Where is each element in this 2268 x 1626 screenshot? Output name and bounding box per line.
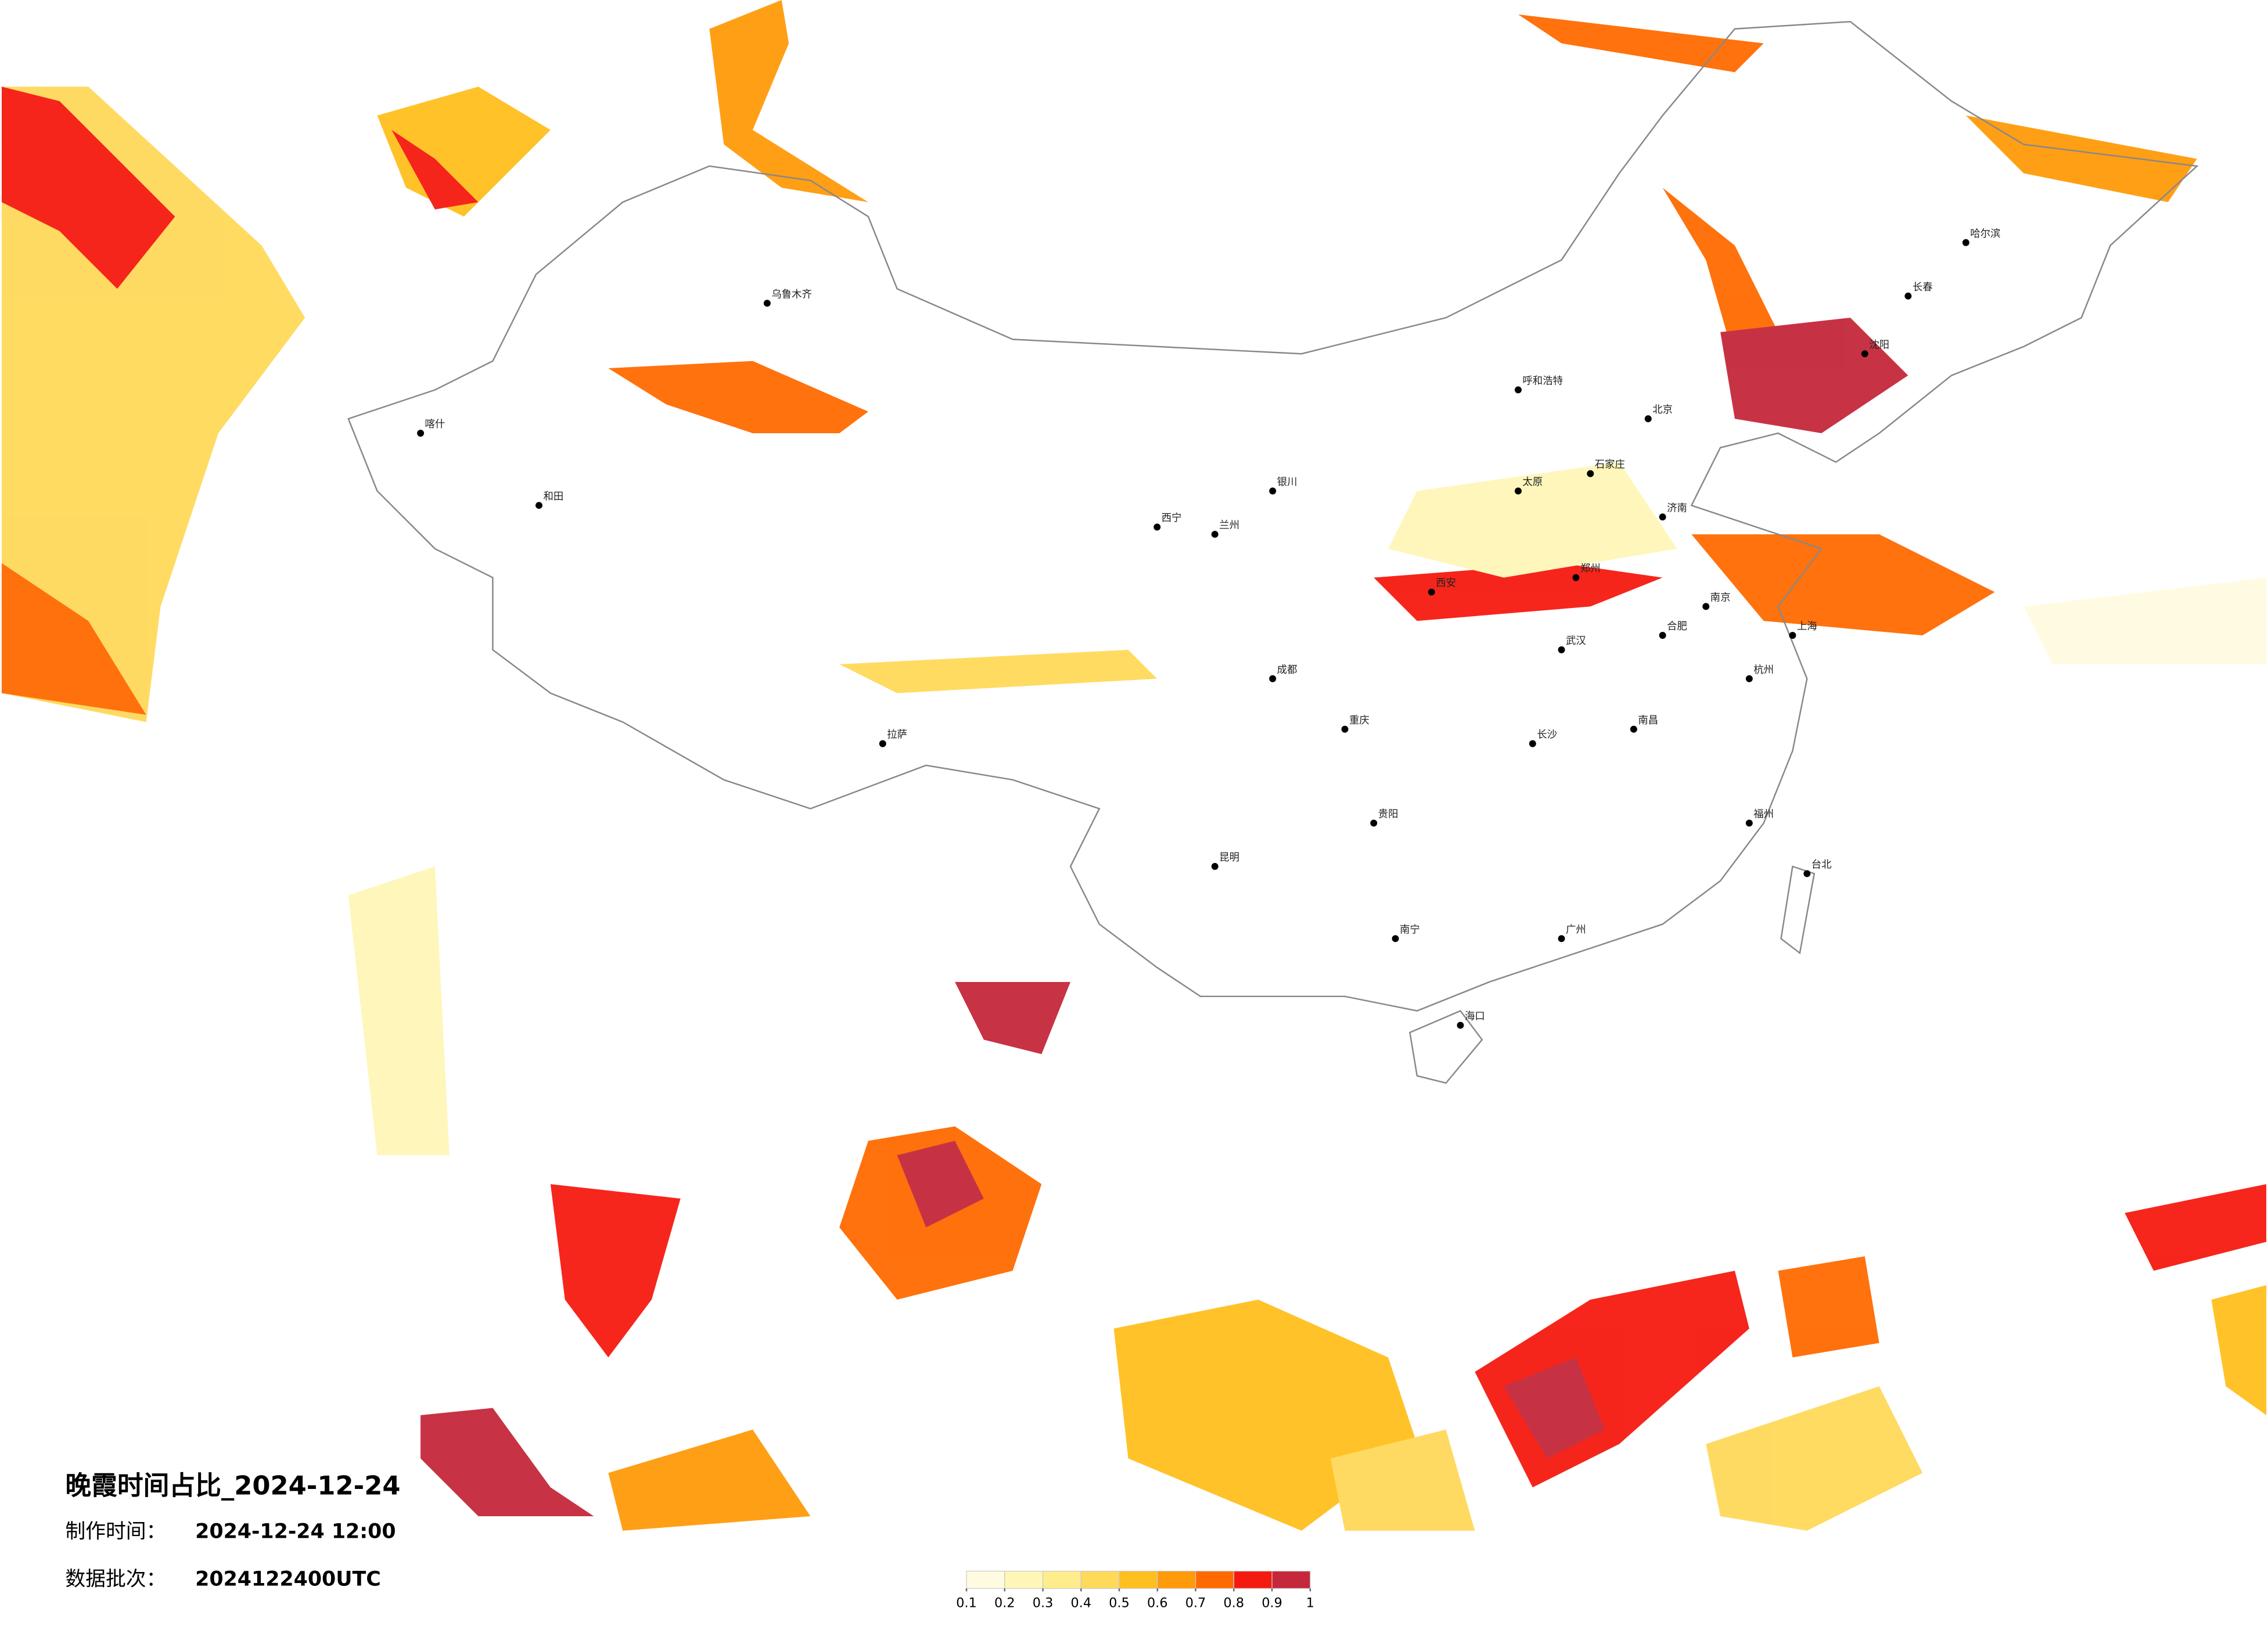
city-dot [1904, 292, 1912, 300]
city-dot [1558, 935, 1565, 942]
city-dot [417, 430, 425, 437]
city-label: 乌鲁木齐 [771, 289, 812, 300]
city-dot [1392, 935, 1399, 942]
city-label: 南昌 [1638, 715, 1658, 726]
made-label: 制作时间： [65, 1520, 166, 1543]
city-dot [1659, 513, 1666, 521]
batch-value: 2024122400UTC [195, 1567, 381, 1591]
batch-label: 数据批次： [65, 1567, 166, 1591]
city-label: 拉萨 [887, 729, 907, 741]
legend-tick-label: 0.4 [1071, 1596, 1092, 1611]
city-label: 长沙 [1537, 729, 1557, 741]
city-label: 银川 [1277, 477, 1297, 488]
city-label: 上海 [1797, 621, 1817, 632]
city-label: 合肥 [1667, 621, 1687, 632]
city-dot [1153, 523, 1161, 531]
city-dot [1789, 632, 1796, 639]
city-dot [1514, 487, 1522, 495]
city-dot [1529, 740, 1536, 747]
city-label: 济南 [1667, 502, 1687, 514]
city-label: 昆明 [1219, 852, 1239, 864]
legend-tick-label: 1 [1306, 1596, 1314, 1611]
legend: 0.1 0.2 0.3 0.4 0.5 0.6 0.7 0.8 0.9 1 [956, 1570, 1314, 1611]
city-dot [1269, 487, 1277, 495]
city-label: 西宁 [1162, 513, 1182, 524]
city-label: 长春 [1913, 282, 1933, 293]
city-dot [1457, 1021, 1464, 1029]
city-dot [1428, 588, 1435, 596]
legend-tick-label: 0.2 [994, 1596, 1015, 1611]
heat-field [1, 0, 2267, 1531]
city-label: 石家庄 [1595, 459, 1625, 471]
city-dot [1745, 819, 1753, 827]
hainan-outline [1409, 1010, 1483, 1084]
city-dot [1962, 239, 1969, 246]
city-label: 和田 [543, 491, 563, 502]
city-dot [1861, 350, 1868, 358]
legend-swatch [1271, 1570, 1311, 1589]
city-label: 西安 [1436, 578, 1456, 589]
legend-swatch [966, 1570, 1005, 1589]
legend-tick-label: 0.1 [956, 1596, 977, 1611]
legend-swatch [1004, 1570, 1044, 1589]
city-dot [1803, 870, 1811, 877]
city-dot [1644, 415, 1652, 423]
city-label: 台北 [1811, 859, 1832, 870]
legend-swatch [1119, 1570, 1158, 1589]
city-label: 福州 [1753, 808, 1774, 820]
legend-tick-label: 0.8 [1224, 1596, 1245, 1611]
city-dot [879, 740, 886, 747]
city-label: 杭州 [1753, 664, 1774, 676]
legend-swatch [1233, 1570, 1273, 1589]
city-label: 成都 [1277, 664, 1297, 676]
city-dot [1514, 386, 1522, 394]
city-dot [1211, 531, 1219, 538]
city-dot [1370, 819, 1378, 827]
city-label: 太原 [1522, 477, 1543, 488]
city-label: 重庆 [1349, 715, 1370, 726]
city-dot [763, 300, 771, 307]
city-label: 贵阳 [1378, 808, 1399, 820]
city-dot [1630, 725, 1637, 733]
city-label: 武汉 [1566, 635, 1586, 647]
city-dot [1211, 863, 1219, 870]
city-label: 广州 [1566, 924, 1586, 936]
legend-swatch [1157, 1570, 1196, 1589]
city-dot [1702, 603, 1710, 610]
city-label: 海口 [1465, 1011, 1485, 1023]
made-value: 2024-12-24 12:00 [195, 1520, 396, 1543]
country-outline [347, 21, 2199, 1012]
city-dot [535, 502, 542, 509]
city-dot [1572, 574, 1580, 581]
city-label: 北京 [1652, 404, 1673, 416]
city-label: 呼和浩特 [1522, 375, 1563, 387]
city-label: 郑州 [1580, 563, 1601, 575]
legend-tick-label: 0.6 [1147, 1596, 1168, 1611]
city-label: 喀什 [425, 419, 445, 430]
legend-tick-label: 0.7 [1185, 1596, 1206, 1611]
city-dot [1659, 632, 1666, 639]
legend-tick-label: 0.3 [1033, 1596, 1054, 1611]
legend-swatch [1080, 1570, 1120, 1589]
city-label: 南京 [1710, 592, 1731, 603]
city-label: 兰州 [1219, 520, 1239, 531]
map-title: 晚霞时间占比_2024-12-24 [65, 1470, 400, 1501]
city-label: 南宁 [1400, 924, 1420, 936]
city-dot [1587, 470, 1594, 477]
city-dot [1745, 675, 1753, 682]
legend-tick-label: 0.9 [1261, 1596, 1282, 1611]
city-label: 沈阳 [1869, 339, 1889, 351]
city-dot [1269, 675, 1277, 682]
legend-swatch [1195, 1570, 1234, 1589]
city-dot [1558, 646, 1565, 653]
legend-swatch [1042, 1570, 1081, 1589]
legend-tick-label: 0.5 [1109, 1596, 1130, 1611]
city-label: 哈尔滨 [1970, 228, 2000, 240]
city-dot [1341, 725, 1349, 733]
